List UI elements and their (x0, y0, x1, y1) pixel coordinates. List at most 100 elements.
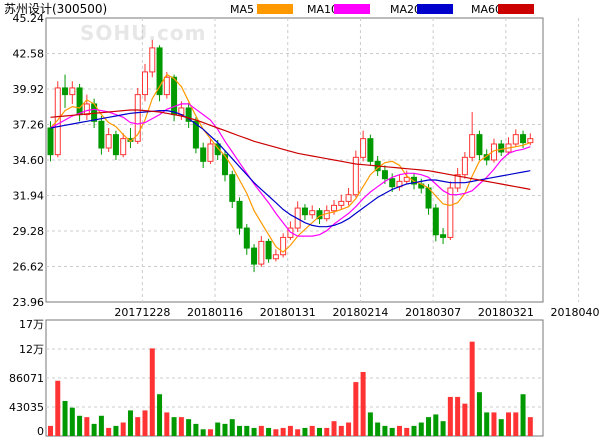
date-tick-label: 20180131 (260, 306, 316, 319)
volume-bar (338, 425, 344, 436)
volume-bar (316, 427, 322, 436)
candle-body (236, 200, 243, 229)
volume-bar (55, 380, 61, 436)
volume-bar (389, 427, 395, 436)
candle-body (367, 138, 374, 162)
price-tick-label: 31.94 (13, 190, 45, 203)
candle-body (301, 207, 308, 216)
volume-tick-label: 0 (37, 425, 44, 438)
volume-bar (77, 415, 83, 436)
legend-label-ma5: MA5 (230, 3, 254, 16)
chart-title: 苏州设计(300500) (4, 2, 107, 16)
volume-bar (171, 417, 177, 436)
candle-body (185, 107, 192, 122)
candle-body (272, 254, 279, 260)
volume-bar (302, 427, 308, 436)
candle-body (461, 156, 468, 176)
candle-body (98, 120, 105, 149)
candle-body (258, 240, 265, 265)
candle-body (47, 127, 54, 156)
candle-body (83, 103, 90, 116)
candle-body (512, 134, 519, 145)
volume-bar (491, 412, 497, 436)
candle-body (149, 47, 156, 73)
volume-bar (258, 425, 264, 436)
volume-bar (462, 403, 468, 436)
price-y-axis: 45.24 42.58 39.92 37.26 34.60 31.94 29.28 26.62… (13, 12, 45, 309)
candle-body (76, 87, 83, 116)
candle-body (229, 174, 236, 202)
candlesticks (47, 39, 534, 273)
price-gridlines (46, 53, 543, 267)
date-tick-label: 20180321 (478, 306, 534, 319)
volume-bar (411, 425, 417, 436)
date-tick-label: 20180307 (405, 306, 461, 319)
price-tick-label: 42.58 (13, 48, 45, 61)
candle-body (331, 204, 338, 212)
volume-bar (484, 412, 490, 436)
volume-bar (418, 422, 424, 436)
volume-bar (149, 348, 155, 436)
volume-bar (62, 400, 68, 436)
volume-bar (164, 412, 170, 436)
volume-bar (375, 422, 381, 436)
volume-bar (346, 422, 352, 436)
candle-body (338, 200, 345, 206)
legend-label-ma20: MA20 (390, 3, 421, 16)
candle-body (527, 138, 534, 144)
volume-bar (222, 423, 228, 436)
candle-body (309, 210, 316, 216)
volume-bar (382, 425, 388, 436)
volume-bar (142, 410, 148, 436)
candle-body (214, 143, 221, 156)
candle-body (192, 120, 199, 149)
candle-body (207, 143, 214, 162)
legend-swatch-ma5 (257, 4, 293, 14)
legend-swatch-ma60 (498, 4, 534, 14)
legend-swatch-ma20 (417, 4, 453, 14)
candle-body (120, 138, 127, 156)
volume-bar (229, 419, 235, 436)
volume-bar (106, 427, 112, 436)
candle-body (469, 134, 476, 158)
candle-body (105, 134, 112, 149)
volume-bar (331, 421, 337, 436)
volume-bar (48, 425, 53, 436)
candle-body (243, 227, 250, 249)
volume-bar (367, 412, 373, 436)
volume-bar (506, 412, 512, 436)
volume-bar (498, 419, 504, 436)
volume-bar (455, 396, 461, 436)
candle-body (280, 236, 287, 256)
ma10-line (50, 103, 531, 237)
volume-gridlines (46, 348, 543, 408)
candle-body (323, 210, 330, 220)
candle-body (389, 178, 396, 188)
volume-bar (476, 392, 482, 436)
date-x-axis: 20171228 20180116 20180131 20180214 20180307… (114, 18, 600, 319)
volume-bar (215, 422, 221, 436)
volume-y-axis: 17万 12万 86071 43035 0 (9, 318, 44, 438)
volume-bar (440, 421, 446, 436)
volume-bar (193, 423, 199, 436)
candle-body (156, 47, 163, 96)
candle-body (360, 138, 367, 158)
volume-bar (251, 427, 257, 436)
volume-tick-label: 17万 (19, 318, 44, 331)
candle-body (345, 194, 352, 202)
volume-bar (404, 427, 410, 436)
volume-bar (447, 396, 453, 436)
price-tick-label: 45.24 (13, 12, 45, 25)
volume-bar (513, 412, 519, 436)
candle-body (352, 156, 359, 196)
volume-bar (127, 410, 133, 436)
volume-bar (324, 427, 330, 436)
price-tick-label: 34.60 (13, 154, 45, 167)
legend-swatch-ma10 (334, 4, 370, 14)
ma20-line (50, 109, 531, 228)
volume-bar (113, 425, 119, 436)
candle-body (403, 176, 410, 182)
moving-average-lines (50, 73, 531, 253)
volume-tick-label: 12万 (19, 343, 44, 356)
